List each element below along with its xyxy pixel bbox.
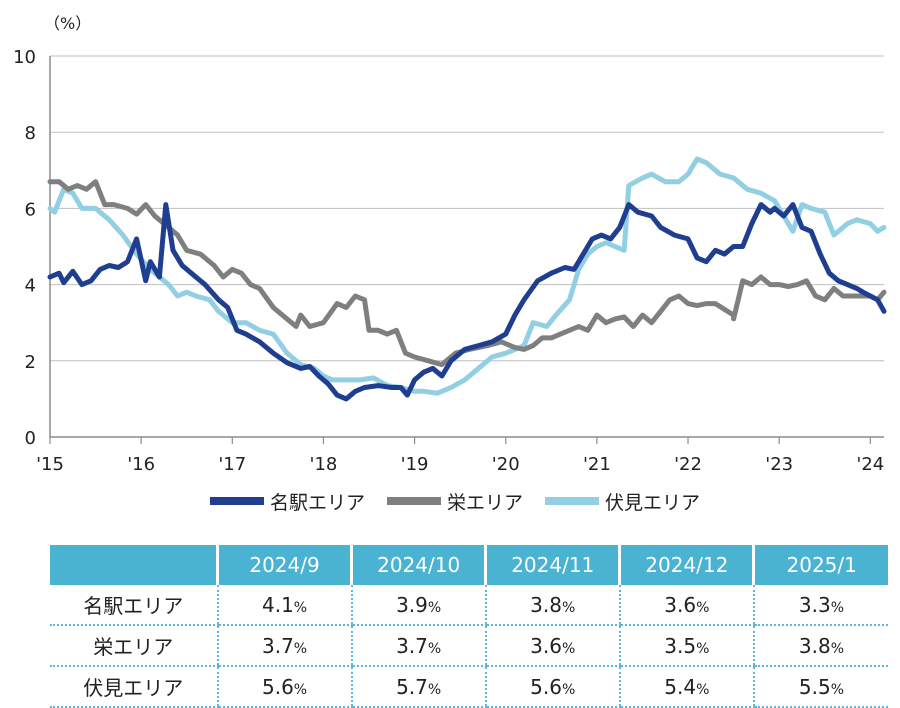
table-cell: 3.6%: [484, 625, 620, 667]
table-cell-percent-sign: %: [561, 640, 576, 657]
table-cell-percent-sign: %: [561, 681, 576, 698]
table-row-label-sakae: 栄エリア: [50, 625, 218, 667]
table-cell-percent-sign: %: [427, 681, 442, 698]
y-tick-label: 2: [25, 352, 36, 373]
table-cell: 3.8%: [752, 625, 888, 667]
table-header-cell: 2025/1: [752, 545, 888, 585]
table-header-cell: 2024/10: [350, 545, 486, 585]
table-cell-value: 3.6: [664, 592, 697, 617]
vacancy-rate-table: 2024/9 2024/10 2024/11 2024/12 2025/1 名駅…: [50, 545, 888, 708]
legend-label-sakae: 栄エリア: [447, 491, 524, 514]
table-cell-percent-sign: %: [696, 681, 710, 698]
x-axis: '15 '16 '17 '18 '19 '20 '21 '22 '23 '24: [36, 436, 884, 475]
table-header-row: 2024/9 2024/10 2024/11 2024/12 2025/1: [50, 545, 888, 585]
y-axis: 0 2 4 6 8 10: [13, 47, 51, 449]
x-tick-label: '19: [401, 454, 429, 475]
table-cell-percent-sign: %: [696, 640, 710, 657]
table-cell-percent-sign: %: [696, 599, 710, 616]
y-tick-label: 6: [25, 199, 36, 220]
table-cell-percent-sign: %: [830, 599, 844, 616]
table-cell-value: 4.1: [261, 592, 294, 617]
table-row-label-meieki: 名駅エリア: [50, 585, 218, 626]
table-cell-value: 3.9: [396, 592, 428, 617]
x-tick-label: '17: [218, 454, 246, 475]
legend-swatch-sakae: [387, 497, 442, 505]
legend-item-sakae: 栄エリア: [387, 488, 523, 515]
table-cell-value: 3.8: [798, 633, 831, 658]
table-cell-value: 3.7: [396, 633, 428, 658]
table-cell-value: 5.5: [798, 674, 831, 699]
gridlines: [50, 55, 884, 362]
table-header-cell: 2024/9: [215, 545, 352, 585]
legend-item-meieki: 名駅エリア: [210, 488, 365, 515]
table-cell-value: 5.4: [664, 674, 697, 699]
y-tick-label: 4: [25, 276, 36, 297]
legend-label-fushimi: 伏見エリア: [605, 491, 701, 514]
x-tick-label: '22: [674, 454, 702, 475]
table-cell: 3.5%: [618, 625, 754, 667]
table-header-cell: 2024/11: [484, 545, 620, 585]
table-row-label-fushimi: 伏見エリア: [50, 666, 218, 708]
table-row: 栄エリア 3.7% 3.7% 3.6% 3.5% 3.8%: [50, 625, 888, 667]
table-cell: 3.7%: [350, 625, 486, 667]
x-tick-label: '15: [36, 454, 64, 475]
table-cell: 5.4%: [618, 666, 754, 708]
table-cell: 5.6%: [216, 666, 352, 708]
table-cell-value: 3.7: [261, 633, 294, 658]
x-tick-label: '23: [765, 454, 793, 475]
y-tick-label: 10: [13, 47, 36, 68]
table-cell: 3.8%: [484, 585, 620, 626]
table-cell-percent-sign: %: [293, 640, 308, 657]
vacancy-rate-line-chart: 0 2 4 6 8 10 '15 '16 '17 '18 '19 '20 '21 '22 '23 '24 （…: [13, 14, 887, 475]
x-tick-label: '24: [856, 454, 884, 475]
y-tick-label: 0: [25, 428, 36, 449]
x-tick-label: '21: [583, 454, 611, 475]
table-cell: 3.3%: [752, 585, 888, 626]
table-cell-percent-sign: %: [293, 681, 308, 698]
series-line-sakae: [47, 179, 887, 368]
table-cell: 5.7%: [350, 666, 486, 708]
series-lines: [47, 156, 887, 402]
table-cell-percent-sign: %: [293, 599, 308, 616]
table-cell: 5.6%: [484, 666, 620, 708]
legend-swatch-fushimi: [545, 497, 600, 505]
table-cell-value: 3.8: [530, 592, 562, 617]
x-tick-label: '18: [310, 454, 338, 475]
legend-item-fushimi: 伏見エリア: [545, 488, 700, 515]
table-cell-value: 3.3: [798, 592, 831, 617]
legend-label-meieki: 名駅エリア: [270, 491, 366, 514]
table-cell: 5.5%: [752, 666, 888, 708]
table-cell: 3.7%: [216, 625, 352, 667]
table-cell: 4.1%: [216, 585, 352, 626]
table-cell-percent-sign: %: [427, 599, 442, 616]
table-header-cell: 2024/12: [618, 545, 754, 585]
x-tick-label: '16: [127, 454, 155, 475]
table-row: 名駅エリア 4.1% 3.9% 3.8% 3.6% 3.3%: [50, 585, 888, 626]
legend-swatch-meieki: [210, 497, 264, 505]
table-corner-cell: [50, 545, 218, 585]
table-cell-value: 5.6: [530, 674, 562, 699]
table-cell-value: 3.6: [530, 633, 562, 658]
table-cell-percent-sign: %: [561, 599, 576, 616]
series-line-meieki: [47, 202, 887, 402]
y-tick-label: 8: [25, 123, 36, 144]
table-cell-percent-sign: %: [427, 640, 442, 657]
table-cell-percent-sign: %: [830, 640, 844, 657]
legend: 名駅エリア 栄エリア 伏見エリア: [210, 486, 722, 516]
table-cell-value: 5.7: [396, 674, 428, 699]
table-cell: 3.9%: [350, 585, 486, 626]
x-tick-label: '20: [492, 454, 520, 475]
table-cell-value: 3.5: [664, 633, 697, 658]
table-row: 伏見エリア 5.6% 5.7% 5.6% 5.4% 5.5%: [50, 666, 888, 708]
y-unit-label: （%）: [44, 14, 91, 33]
series-line-fushimi: [47, 156, 887, 396]
table-cell: 3.6%: [618, 585, 754, 626]
table-cell-percent-sign: %: [830, 681, 844, 698]
table-cell-value: 5.6: [261, 674, 294, 699]
